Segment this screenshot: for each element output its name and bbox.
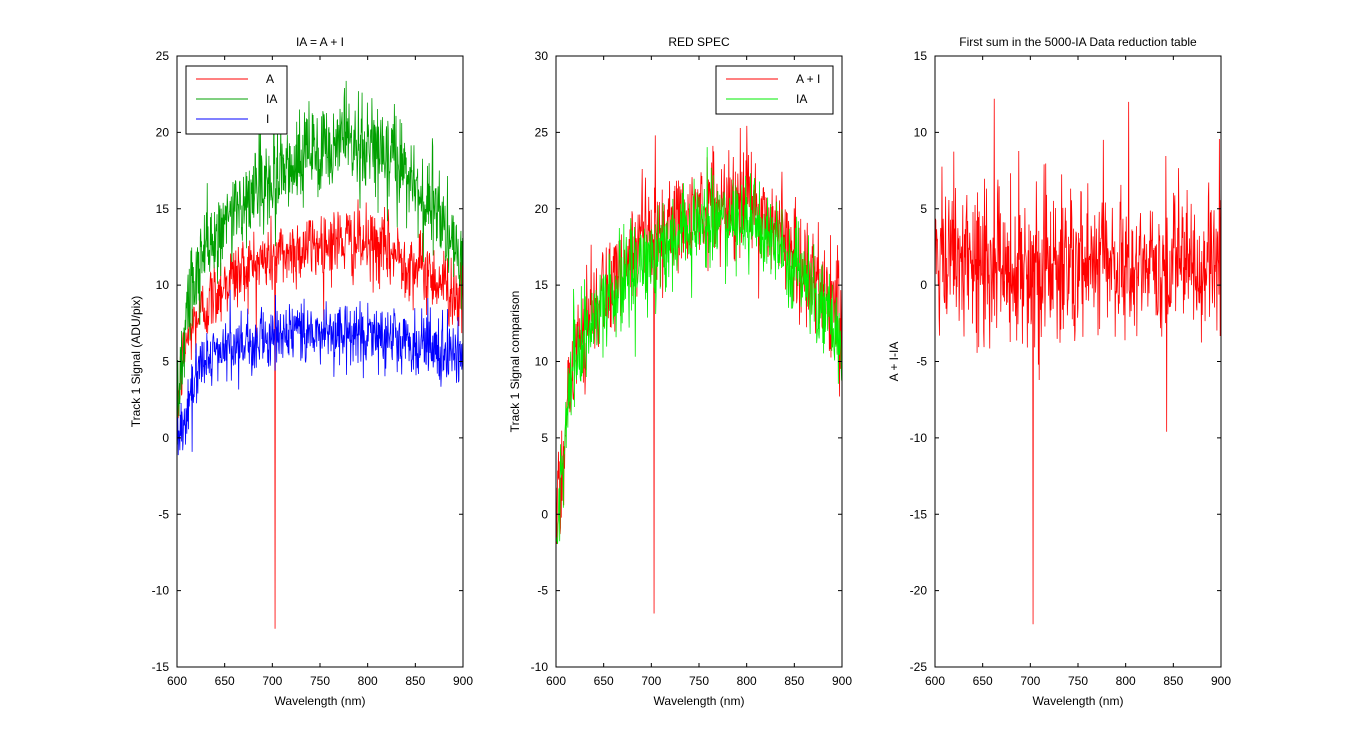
y-tick-label: -10	[152, 584, 170, 598]
chart-title: First sum in the 5000-IA Data reduction …	[959, 35, 1197, 49]
y-axis-label: Track 1 Signal (ADU/pix)	[129, 296, 143, 428]
subplot-1: 600 650 700 750 800 850 900 -15 -10 -5 0 5 10 15 20 25 I…	[129, 35, 473, 708]
subplot-3: 600 650 700 750 800 850 900 -25 -20 -15 -10 -5 0 5 10 1…	[887, 35, 1231, 708]
y-axis-label: A + I-IA	[887, 342, 901, 382]
x-tick-label: 700	[262, 674, 282, 688]
x-tick-label: 700	[641, 674, 661, 688]
legend-box	[185, 65, 288, 135]
x-tick-label: 700	[1020, 674, 1040, 688]
y-tick-label: 10	[535, 355, 549, 369]
y-tick-label: 25	[535, 125, 549, 139]
y-tick-label: -15	[910, 507, 928, 521]
legend-box	[715, 65, 834, 115]
x-tick-label: 750	[310, 674, 330, 688]
y-tick-label: 15	[914, 49, 928, 63]
y-tick-label: 10	[914, 125, 928, 139]
y-tick-label: 20	[156, 125, 170, 139]
y-tick-label: 10	[156, 278, 170, 292]
x-tick-label: 650	[594, 674, 614, 688]
x-tick-label: 750	[1068, 674, 1088, 688]
legend-label: A + I	[796, 72, 820, 86]
series-line-a	[177, 199, 463, 629]
legend-label: IA	[796, 92, 807, 106]
series-line-ia	[556, 147, 842, 545]
subplot-2: 600 650 700 750 800 850 900 -10 -5 0 5 10 15 20 25 30 RE…	[508, 35, 852, 708]
plot-area	[556, 56, 842, 667]
x-tick-label: 900	[832, 674, 852, 688]
y-tick-label: -5	[537, 584, 548, 598]
y-tick-label: 5	[541, 431, 548, 445]
x-tick-label: 750	[689, 674, 709, 688]
series-line-ia	[177, 80, 463, 445]
y-tick-label: -5	[158, 507, 169, 521]
x-tick-label: 800	[358, 674, 378, 688]
legend: A IA I	[185, 65, 288, 135]
y-tick-label: 25	[156, 49, 170, 63]
series-line-diff	[935, 98, 1221, 625]
y-tick-label: 5	[162, 355, 169, 369]
plot-area	[935, 56, 1221, 667]
x-tick-label: 650	[215, 674, 235, 688]
y-tick-label: 15	[535, 278, 549, 292]
y-axis-label: Track 1 Signal comparison	[508, 291, 522, 433]
x-tick-label: 900	[453, 674, 473, 688]
y-tick-label: 15	[156, 202, 170, 216]
x-tick-label: 800	[1116, 674, 1136, 688]
series-line-i	[177, 289, 463, 456]
x-axis-label: Wavelength (nm)	[654, 694, 745, 708]
x-tick-label: 800	[737, 674, 757, 688]
series-line-a-i	[556, 125, 842, 614]
y-tick-label: -25	[910, 660, 928, 674]
chart-title: IA = A + I	[296, 35, 344, 49]
y-tick-label: 0	[920, 278, 927, 292]
chart-title: RED SPEC	[668, 35, 730, 49]
x-axis-label: Wavelength (nm)	[1033, 694, 1124, 708]
x-tick-label: 850	[405, 674, 425, 688]
y-tick-label: 20	[535, 202, 549, 216]
y-tick-label: 0	[162, 431, 169, 445]
y-tick-label: 30	[535, 49, 549, 63]
x-tick-label: 850	[784, 674, 804, 688]
y-tick-label: -10	[531, 660, 549, 674]
y-tick-label: 5	[920, 202, 927, 216]
x-axis-label: Wavelength (nm)	[275, 694, 366, 708]
legend: A + I IA	[715, 65, 834, 115]
y-tick-label: 0	[541, 507, 548, 521]
y-tick-label: -10	[910, 431, 928, 445]
x-tick-label: 850	[1163, 674, 1183, 688]
x-tick-label: 600	[925, 674, 945, 688]
legend-label: IA	[266, 92, 277, 106]
x-tick-label: 600	[546, 674, 566, 688]
x-tick-label: 900	[1211, 674, 1231, 688]
legend-label: A	[266, 72, 274, 86]
y-tick-label: -15	[152, 660, 170, 674]
y-tick-label: -5	[916, 355, 927, 369]
x-tick-label: 650	[973, 674, 993, 688]
y-tick-label: -20	[910, 584, 928, 598]
legend-label: I	[266, 112, 269, 126]
x-tick-label: 600	[167, 674, 187, 688]
